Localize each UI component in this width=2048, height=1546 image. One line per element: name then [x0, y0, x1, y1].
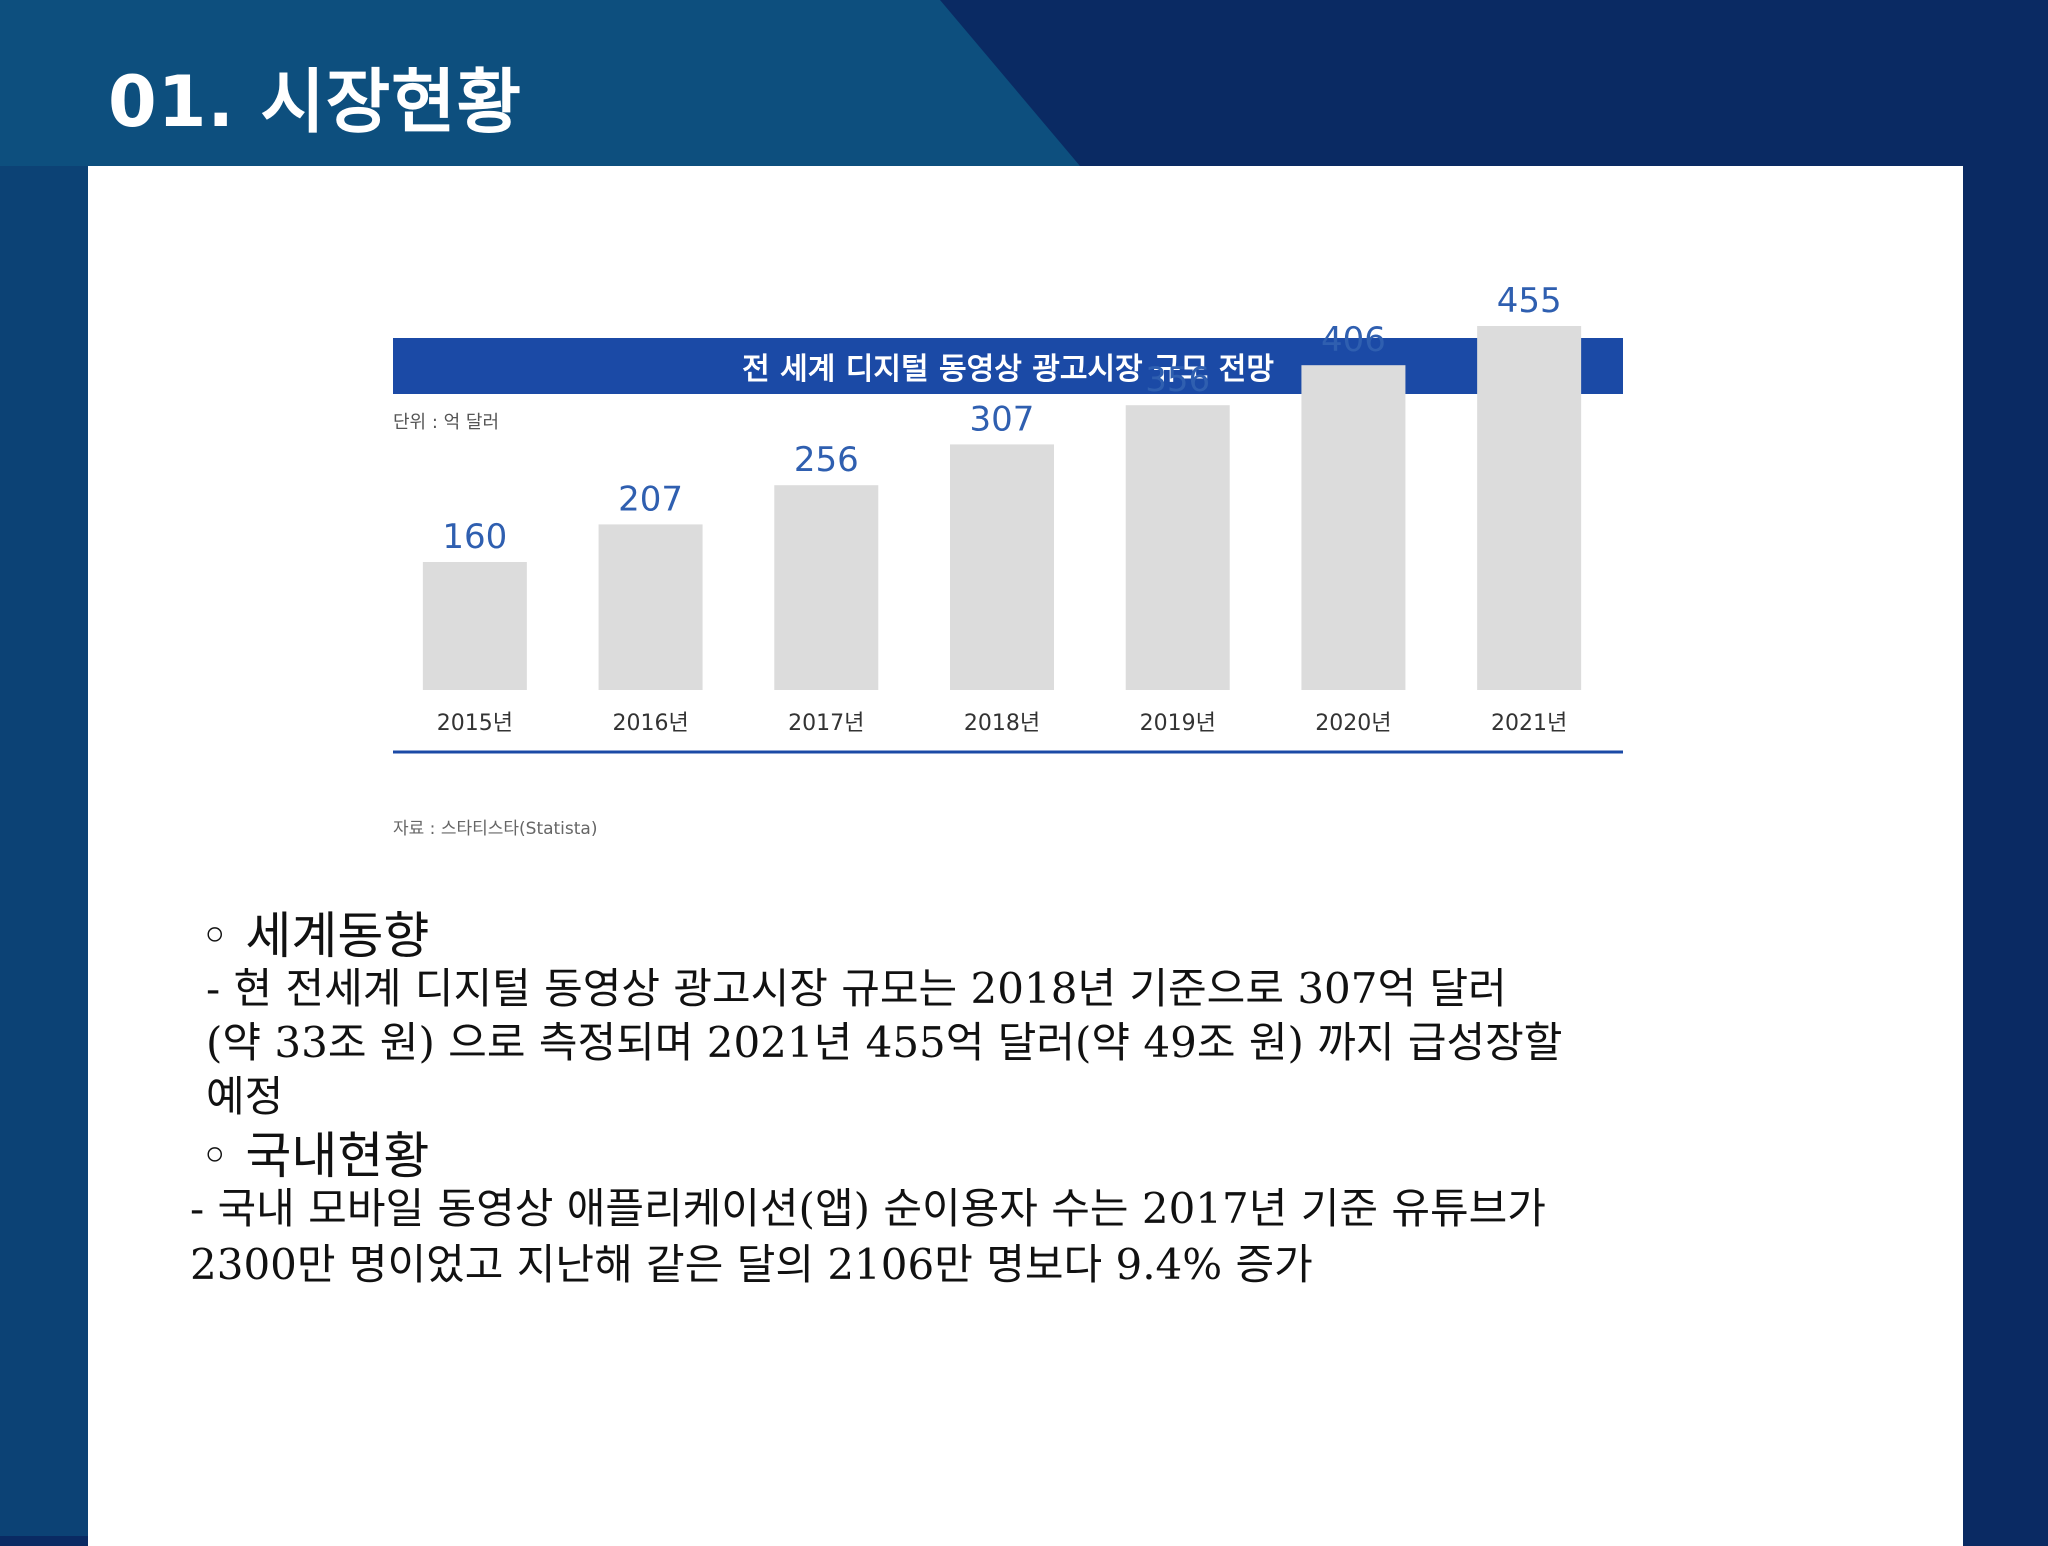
chart-category-label: 2020년 — [1315, 711, 1391, 736]
chart-bar — [950, 444, 1054, 690]
chart-bar — [774, 485, 879, 690]
chart-bar — [1125, 405, 1230, 690]
chart-value-label: 307 — [970, 399, 1035, 439]
chart-plot: 160 2015년 207 2016년 256 2017년 307 2018년 356 2019년… — [393, 281, 1623, 754]
chart-title: 전 세계 디지털 동영상 광고시장 규모 전망 — [393, 338, 1623, 394]
chart-value-label: 356 — [1145, 360, 1210, 400]
world-paragraph-line-3: 예정 — [206, 1072, 284, 1121]
chart-category-label: 2018년 — [964, 711, 1040, 736]
chart-value-label: 160 — [442, 517, 507, 557]
world-paragraph-line-2: (약 33조 원) 으로 측정되며 2021년 455억 달러(약 49조 원)… — [206, 1018, 1563, 1067]
section-heading-world: ◦ 세계동향 — [200, 907, 430, 965]
bar-chart: 전 세계 디지털 동영상 광고시장 규모 전망 단위 : 억 달러 160 201… — [393, 281, 1623, 848]
chart-value-label: 406 — [1321, 320, 1386, 360]
chart-unit-note: 단위 : 억 달러 — [393, 412, 500, 433]
section-heading-domestic: ◦ 국내현황 — [200, 1127, 430, 1185]
slide-title: 01. 시장현황 — [108, 61, 522, 143]
chart-bar — [1477, 326, 1582, 690]
chart-category-label: 2017년 — [788, 711, 864, 736]
chart-category-label: 2019년 — [1140, 711, 1216, 736]
chart-value-label: 207 — [618, 479, 683, 519]
content-panel — [88, 166, 1963, 1546]
chart-value-label: 256 — [794, 440, 859, 480]
chart-bar — [598, 524, 703, 690]
chart-category-label: 2016년 — [612, 711, 688, 736]
chart-bar — [1301, 365, 1406, 690]
chart-bar — [422, 562, 527, 690]
chart-category-label: 2021년 — [1491, 711, 1567, 736]
chart-source: 자료 : 스타티스타(Statista) — [393, 819, 598, 839]
domestic-paragraph-line-2: 2300만 명이었고 지난해 같은 달의 2106만 명보다 9.4% 증가 — [190, 1240, 1313, 1289]
chart-value-label: 455 — [1497, 281, 1562, 321]
chart-category-label: 2015년 — [437, 711, 513, 736]
domestic-paragraph-line-1: - 국내 모바일 동영상 애플리케이션(앱) 순이용자 수는 2017년 기준 … — [190, 1184, 1546, 1233]
world-paragraph-line-1: - 현 전세계 디지털 동영상 광고시장 규모는 2018년 기준으로 307억… — [206, 964, 1507, 1013]
